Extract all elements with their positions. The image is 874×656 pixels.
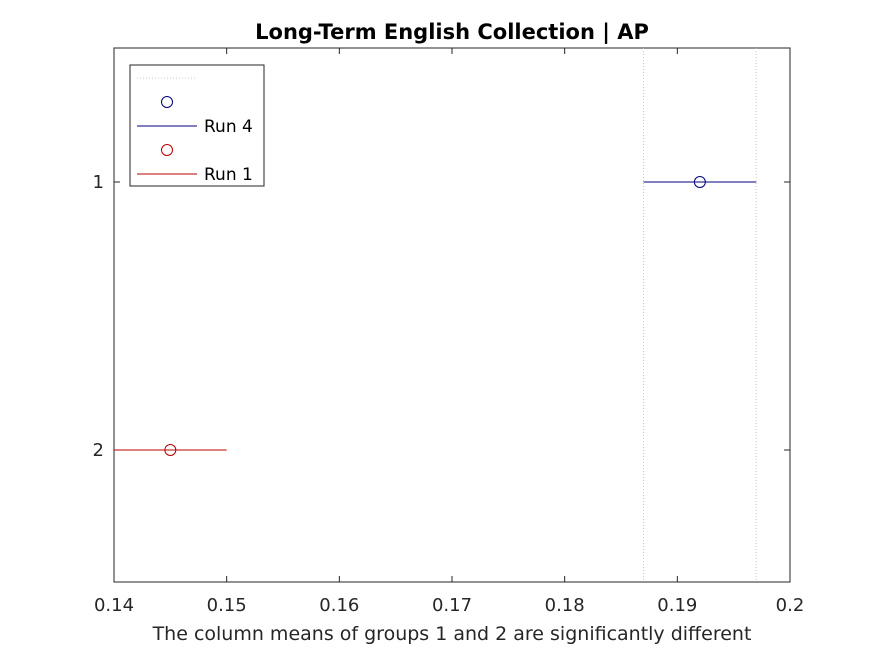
y-tick-label: 1 [93, 172, 104, 193]
x-tick-label: 0.19 [657, 595, 697, 616]
x-tick-label: 0.17 [432, 595, 472, 616]
legend-label: Run 4 [204, 117, 253, 137]
mean-marker-group-2 [164, 444, 177, 456]
legend-marker-swatch [161, 144, 173, 156]
plot-area: 0.14 0.15 0.16 0.17 0.18 0.19 0.2 1 2 [93, 47, 805, 616]
legend: Run 4 Run 1 [129, 64, 265, 187]
x-tick-label: 0.15 [207, 595, 247, 616]
x-tick-label: 0.18 [545, 595, 585, 616]
chart-title: Long-Term English Collection | AP [255, 20, 649, 45]
y-tick-label: 2 [93, 440, 104, 461]
x-axis-label: The column means of groups 1 and 2 are s… [152, 623, 752, 645]
x-tick-label: 0.14 [94, 595, 134, 616]
x-tick-label: 0.2 [776, 595, 805, 616]
x-tick-label: 0.16 [319, 595, 359, 616]
legend-label: Run 1 [204, 165, 253, 185]
mean-marker-group-1 [693, 176, 706, 188]
legend-marker-swatch [161, 96, 173, 108]
